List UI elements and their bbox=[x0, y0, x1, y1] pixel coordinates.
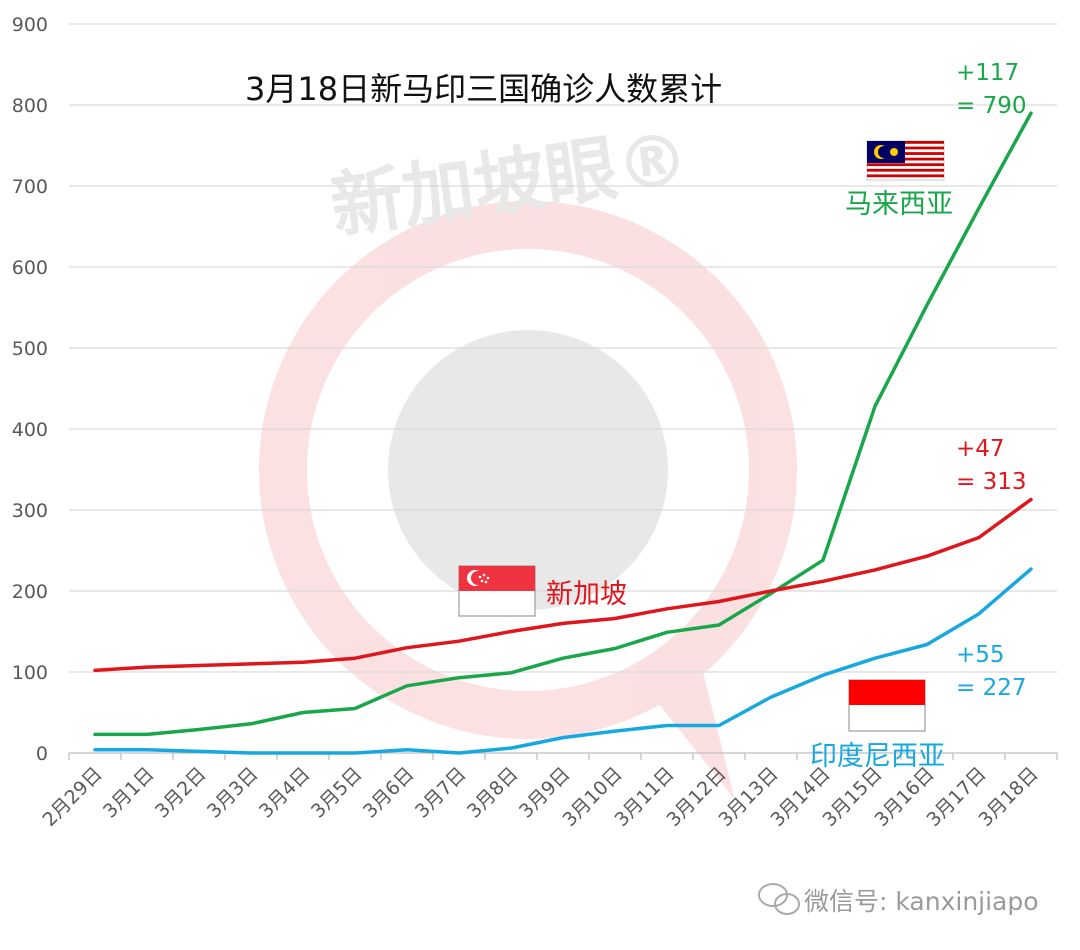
y-tick-label: 400 bbox=[12, 419, 48, 441]
watermark-logo: 新加坡眼® bbox=[259, 116, 797, 800]
y-tick-label: 200 bbox=[12, 581, 48, 603]
y-tick-label: 700 bbox=[12, 176, 48, 198]
y-tick-label: 0 bbox=[36, 743, 48, 765]
indonesia-total-label: = 227 bbox=[956, 675, 1026, 701]
x-tick-label: 3月5日 bbox=[307, 763, 367, 823]
y-tick-label: 900 bbox=[12, 14, 48, 36]
y-tick-label: 600 bbox=[12, 257, 48, 279]
x-tick-label: 2月29日 bbox=[38, 763, 106, 831]
malaysia-total-label: = 790 bbox=[956, 93, 1026, 119]
chart-title: 3月18日新马印三国确诊人数累计 bbox=[245, 70, 722, 108]
y-tick-label: 100 bbox=[12, 662, 48, 684]
singapore-total-label: = 313 bbox=[956, 469, 1026, 495]
singapore-delta-label: +47 bbox=[956, 436, 1005, 462]
singapore-flag-icon bbox=[458, 565, 536, 617]
x-tick-label: 3月3日 bbox=[203, 763, 263, 823]
malaysia-flag-icon bbox=[866, 140, 945, 181]
legend-malaysia: 马来西亚 bbox=[845, 189, 953, 220]
x-tick-label: 3月1日 bbox=[99, 763, 159, 823]
x-tick-label: 3月2日 bbox=[151, 763, 211, 823]
malaysia-delta-label: +117 bbox=[956, 60, 1019, 86]
legend-indonesia: 印度尼西亚 bbox=[810, 741, 945, 772]
x-tick-label: 3月4日 bbox=[255, 763, 315, 823]
x-tick-label: 3月8日 bbox=[463, 763, 523, 823]
footer-wechat-id: 微信号: kanxinjiapo bbox=[804, 887, 1039, 916]
indonesia-delta-label: +55 bbox=[956, 642, 1005, 668]
y-tick-label: 800 bbox=[12, 95, 48, 117]
legend-singapore: 新加坡 bbox=[546, 579, 627, 610]
x-tick-label: 3月6日 bbox=[359, 763, 419, 823]
x-tick-label: 3月7日 bbox=[411, 763, 471, 823]
y-tick-label: 300 bbox=[12, 500, 48, 522]
indonesia-flag-icon bbox=[848, 679, 926, 732]
y-tick-label: 500 bbox=[12, 338, 48, 360]
wechat-icon bbox=[758, 883, 800, 915]
